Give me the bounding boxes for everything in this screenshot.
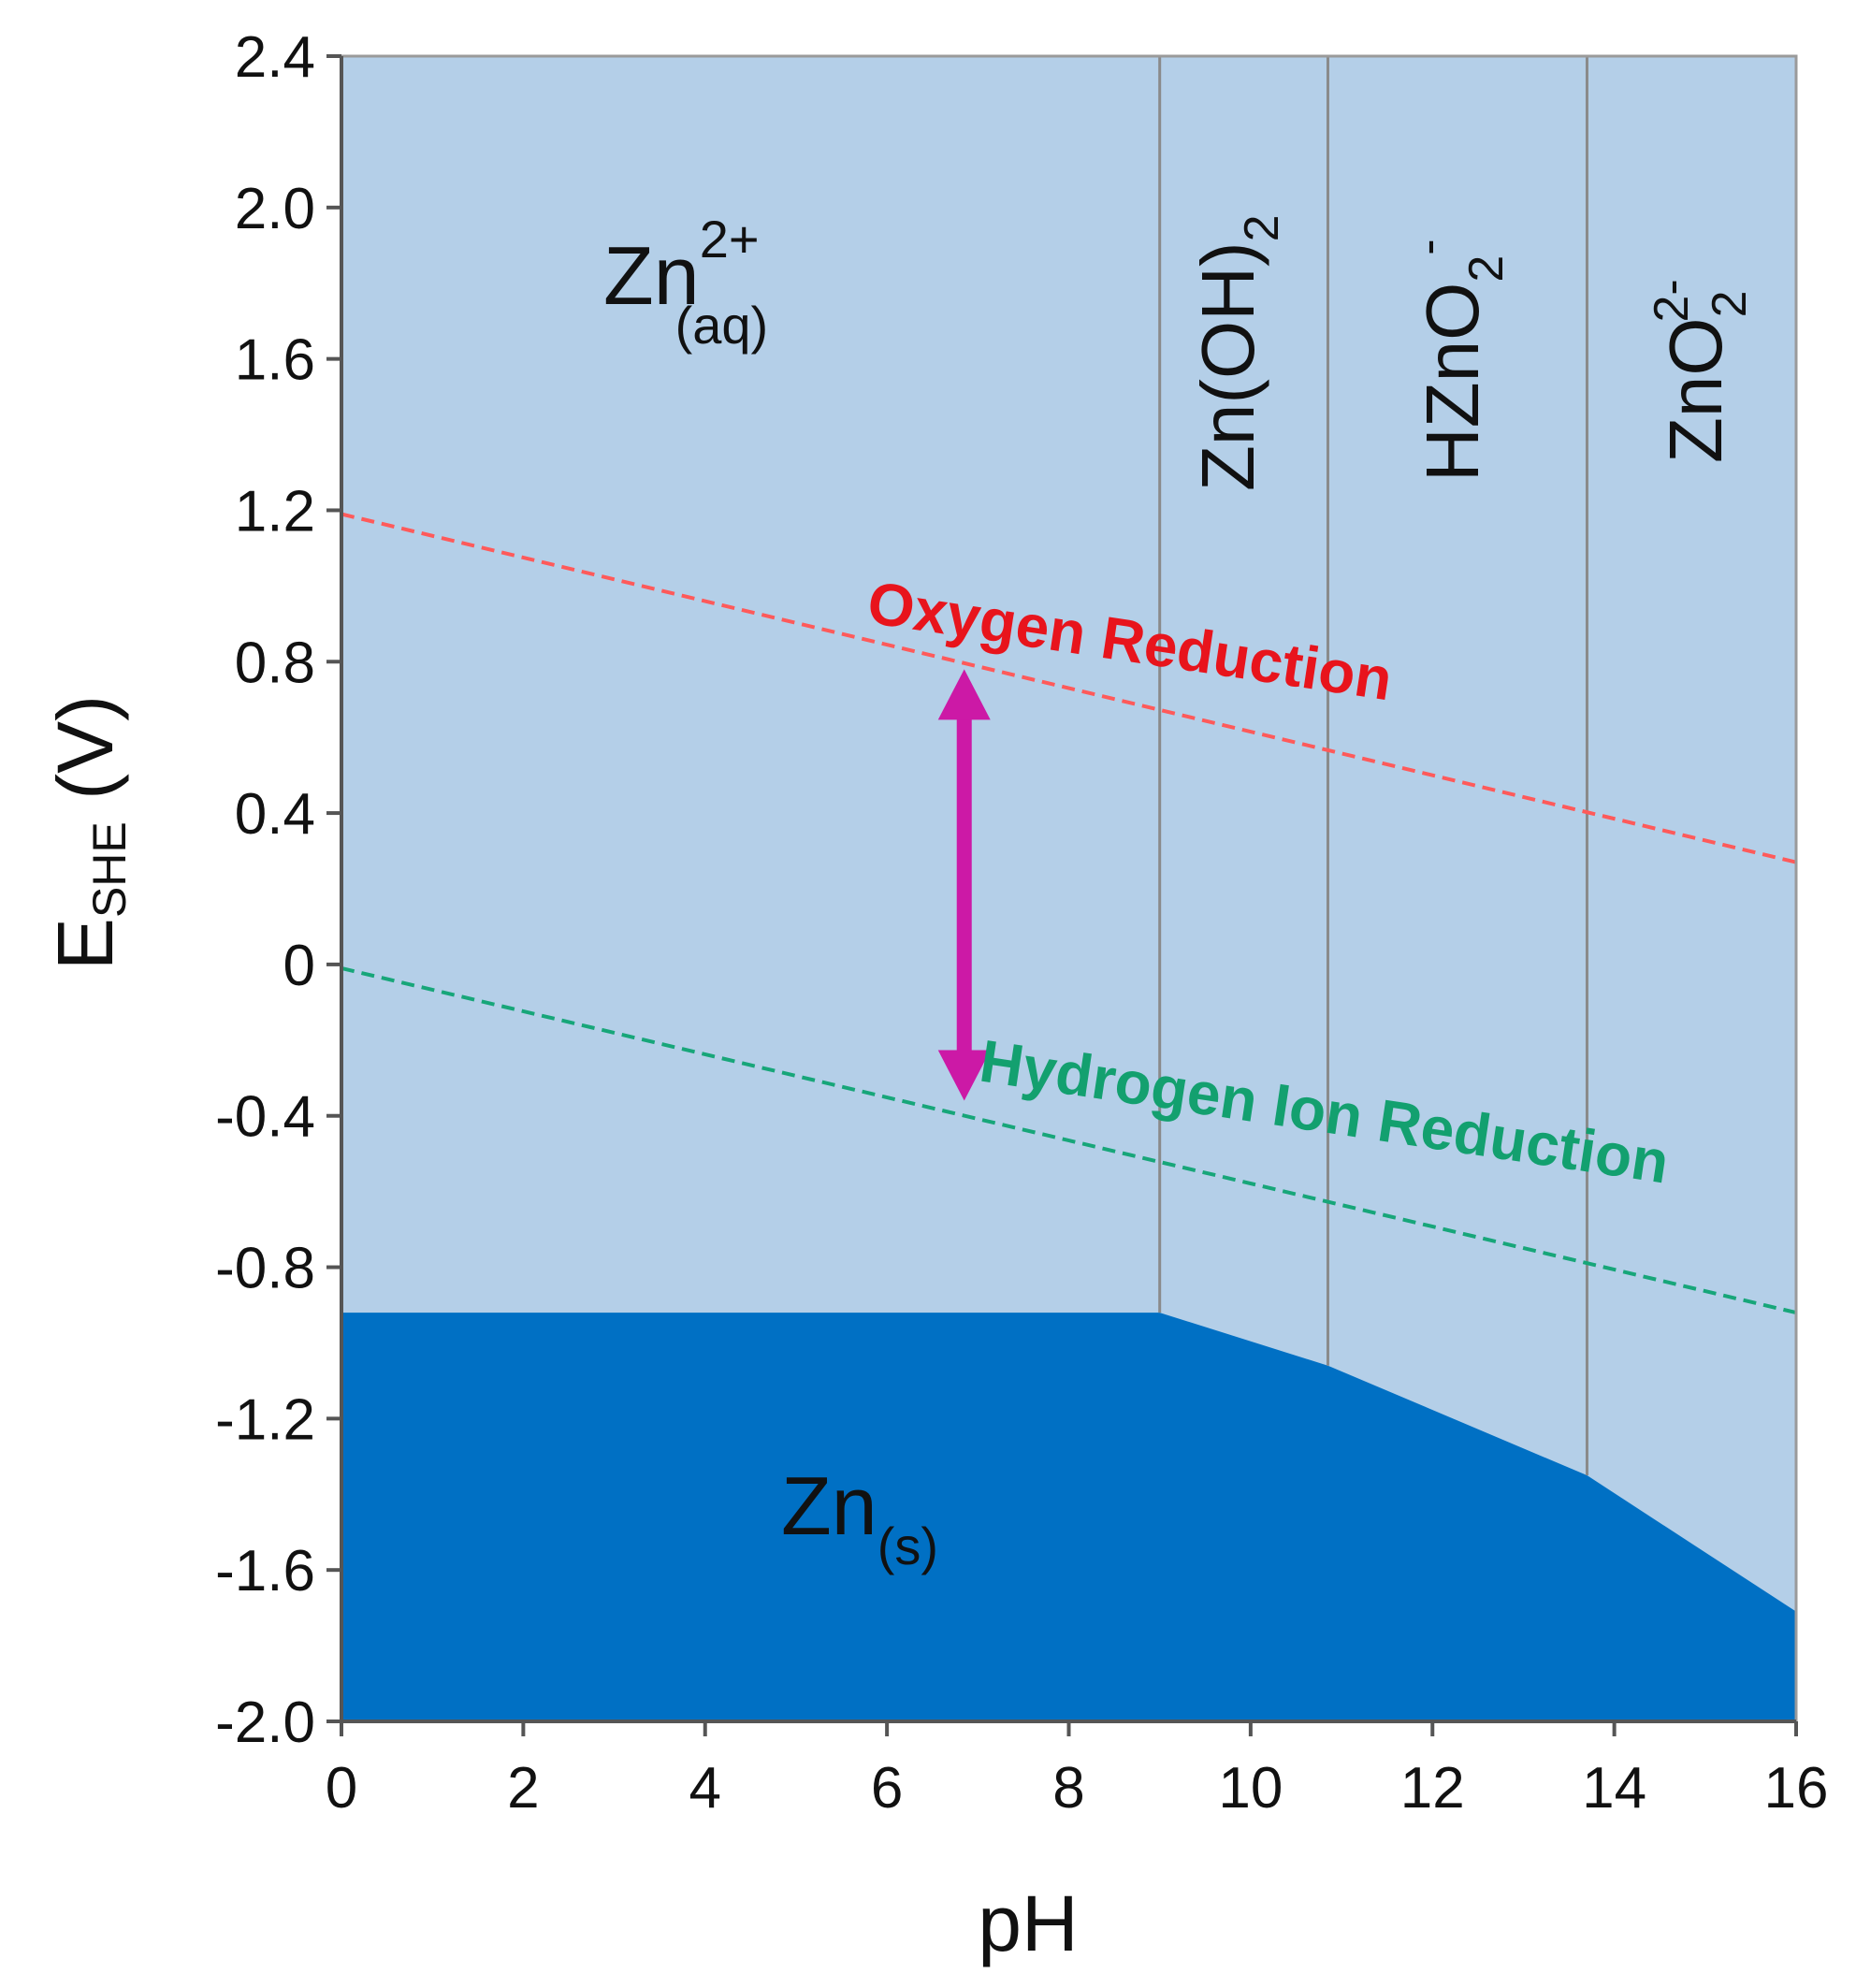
x-tick-label: 0 bbox=[326, 1756, 357, 1821]
plot-area bbox=[340, 54, 1798, 1723]
y-tick-label: 2.4 bbox=[235, 25, 315, 90]
y-tick-label: 1.6 bbox=[235, 328, 315, 393]
hydrogen-reduction-line bbox=[341, 966, 1797, 1315]
x-tick-label: 14 bbox=[1582, 1756, 1646, 1821]
region-label-zno2: ZnO22- bbox=[1645, 279, 1757, 463]
region-label-zn-oh-2: Zn(OH)2 bbox=[1186, 214, 1289, 491]
x-tick-label: 4 bbox=[689, 1756, 721, 1821]
y-tick-label: -2.0 bbox=[215, 1691, 315, 1755]
x-tick-label: 10 bbox=[1218, 1756, 1283, 1821]
x-axis-ticks: 0 2 4 6 8 10 12 14 16 bbox=[326, 1721, 1829, 1821]
y-tick-label: 2.0 bbox=[235, 177, 315, 241]
y-tick-label: 0.4 bbox=[235, 782, 315, 847]
x-tick-label: 12 bbox=[1400, 1756, 1465, 1821]
y-axis-ticks: 2.4 2.0 1.6 1.2 0.8 0.4 0 -0.4 -0.8 -1.2 -1.6 -2.0 bbox=[215, 25, 341, 1755]
y-tick-label: -1.2 bbox=[215, 1387, 315, 1452]
oxygen-reduction-line bbox=[341, 512, 1797, 864]
x-tick-label: 2 bbox=[507, 1756, 539, 1821]
arrow-head-down bbox=[937, 1050, 991, 1101]
y-tick-label: 0 bbox=[283, 934, 315, 998]
y-tick-label: -1.6 bbox=[215, 1539, 315, 1603]
x-tick-label: 8 bbox=[1052, 1756, 1084, 1821]
y-tick-label: -0.4 bbox=[215, 1085, 315, 1150]
y-tick-label: 1.2 bbox=[235, 479, 315, 544]
y-tick-label: 0.8 bbox=[235, 631, 315, 695]
zn-solid-region bbox=[341, 1313, 1796, 1721]
y-axis-title: ESHE (V) bbox=[41, 695, 136, 970]
region-label-zn2-aq: Zn2+ (aq) bbox=[603, 210, 768, 355]
arrow-head-up bbox=[937, 669, 991, 720]
x-axis-title: pH bbox=[978, 1879, 1078, 1967]
x-tick-label: 6 bbox=[871, 1756, 903, 1821]
region-label-hzno2: HZnO2- bbox=[1401, 239, 1514, 482]
region-label-zn-solid: Zn(s) bbox=[781, 1459, 938, 1575]
x-tick-label: 16 bbox=[1764, 1756, 1829, 1821]
y-tick-label: -0.8 bbox=[215, 1237, 315, 1301]
